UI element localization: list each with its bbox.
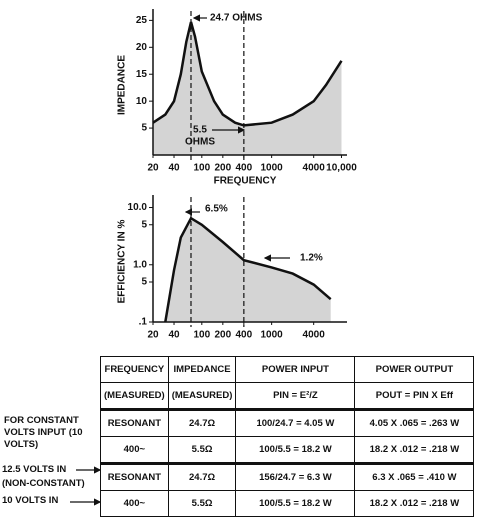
area xyxy=(153,22,342,155)
x-tick-label: 40 xyxy=(168,330,180,341)
y-tick-label: 5 xyxy=(141,219,147,230)
x-tick-label: 400 xyxy=(236,330,253,341)
cell: 24.7Ω xyxy=(167,462,237,491)
cell: 100/5.5 = 18.2 W xyxy=(235,436,356,464)
y-tick-label: .1 xyxy=(139,317,148,328)
line xyxy=(152,21,343,127)
x-tick-label: 20 xyxy=(147,163,159,174)
x-tick-label: 100 xyxy=(193,163,210,174)
y-tick-label: 10.0 xyxy=(128,202,148,213)
y-tick-label: 1.0 xyxy=(133,259,147,270)
cell: 4.05 X .065 = .263 W xyxy=(354,408,475,437)
x-tick-label: 4000 xyxy=(303,163,326,174)
header-cell: POWER OUTPUT xyxy=(354,356,475,383)
x-axis-label: FREQUENCY xyxy=(214,176,277,187)
x-tick-label: 1000 xyxy=(261,163,284,174)
cell: 400~ xyxy=(100,436,169,464)
cell: 5.5Ω xyxy=(167,490,237,517)
cell: 100/24.7 = 4.05 W xyxy=(235,408,356,437)
cell: 156/24.7 = 6.3 W xyxy=(235,462,356,491)
y-tick-label: 25 xyxy=(136,15,148,26)
row-label: FOR CONSTANT VOLTS INPUT (10 VOLTS) xyxy=(4,415,83,450)
row-label: 12.5 VOLTS IN xyxy=(2,464,67,475)
cell: 18.2 X .012 = .218 W xyxy=(354,490,475,517)
y-axis-label: EFFICIENCY IN % xyxy=(117,220,128,304)
annotation: 1.2% xyxy=(300,253,323,264)
header-cell: (MEASURED) xyxy=(100,382,169,410)
header-cell: POUT = PIN X Eff xyxy=(354,382,475,410)
header-cell: FREQUENCY xyxy=(100,356,169,383)
y-tick-label: 10 xyxy=(136,96,148,107)
x-tick-label: 20 xyxy=(147,330,159,341)
x-tick-label: 200 xyxy=(214,330,231,341)
cell: 18.2 X .012 = .218 W xyxy=(354,436,475,464)
header-cell: IMPEDANCE xyxy=(167,356,237,383)
y-axis-label: IMPEDANCE xyxy=(117,55,128,115)
cell: 400~ xyxy=(100,490,169,517)
y-tick-label: 5 xyxy=(141,123,147,134)
area xyxy=(165,218,331,322)
x-tick-label: 400 xyxy=(236,163,253,174)
y-tick-label: 5 xyxy=(141,277,147,288)
line xyxy=(164,216,332,323)
x-tick-label: 200 xyxy=(214,163,231,174)
row-label: 10 VOLTS IN xyxy=(2,495,59,506)
x-tick-label: 10,000 xyxy=(326,163,357,174)
y-tick-label: 15 xyxy=(136,69,148,80)
y-tick-label: 20 xyxy=(136,42,148,53)
cell: RESONANT xyxy=(100,408,169,437)
cell: RESONANT xyxy=(100,462,169,491)
power-table: FREQUENCY IMPEDANCE POWER INPUT POWER OU… xyxy=(100,356,475,517)
x-tick-label: 4000 xyxy=(303,330,326,341)
cell: 100/5.5 = 18.2 W xyxy=(235,490,356,517)
x-tick-label: 100 xyxy=(193,330,210,341)
header-cell: PIN = E²/Z xyxy=(235,382,356,410)
header-cell: (MEASURED) xyxy=(167,382,237,410)
row-arrows xyxy=(70,466,102,506)
annotation: 6.5% xyxy=(205,204,228,215)
x-tick-label: 40 xyxy=(168,163,180,174)
cell: 24.7Ω xyxy=(167,408,237,437)
annotation: OHMS xyxy=(185,137,215,148)
row-label: (NON-CONSTANT) xyxy=(2,478,85,489)
x-tick-label: 1000 xyxy=(261,330,284,341)
annotation: 24.7 OHMS xyxy=(210,13,263,24)
annotation: 5.5 xyxy=(193,125,207,136)
cell: 5.5Ω xyxy=(167,436,237,464)
cell: 6.3 X .065 = .410 W xyxy=(354,462,475,491)
header-cell: POWER INPUT xyxy=(235,356,356,383)
